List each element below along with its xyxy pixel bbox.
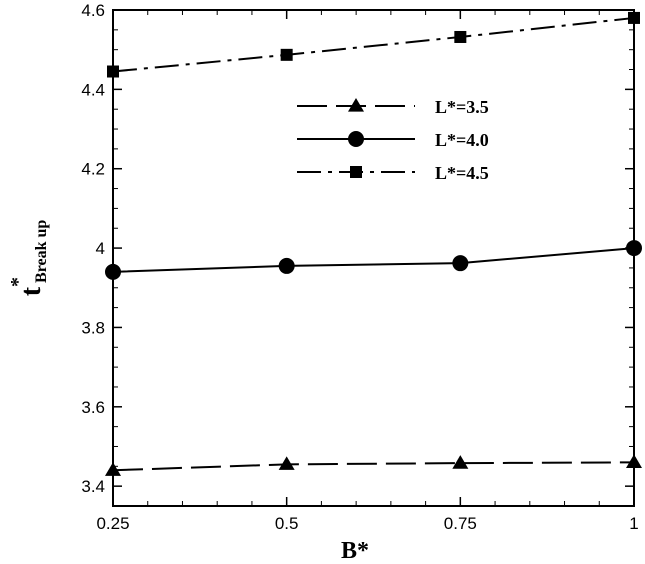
series-circle (105, 240, 642, 280)
series-layer (105, 11, 642, 476)
y-tick-label: 3.4 (81, 477, 105, 496)
series-line (112, 461, 635, 472)
x-tick-label: 0.75 (444, 514, 477, 533)
y-axis-ticks: 3.4 3.6 3.8 4 4.2 4.4 4.6 (81, 1, 634, 496)
legend-label: L*=3.5 (435, 97, 489, 117)
legend-label: L*=4.0 (435, 130, 489, 150)
series-line (112, 16, 635, 73)
legend: L*=3.5 L*=4.0 L*=4.5 (297, 97, 489, 183)
data-point-circle (452, 255, 469, 272)
legend-item: L*=4.0 (297, 130, 489, 150)
legend-item: L*=3.5 (297, 97, 489, 117)
data-point-circle (105, 263, 121, 280)
x-tick-label: 0.5 (275, 514, 299, 533)
series-square (107, 11, 640, 78)
data-point-square (280, 48, 293, 61)
series-triangle (105, 454, 642, 476)
legend-item: L*=4.5 (297, 163, 489, 183)
x-axis-title: B* (341, 538, 369, 564)
legend-label: L*=4.5 (435, 163, 489, 183)
data-point-triangle (105, 462, 121, 476)
legend-marker-square (350, 166, 362, 178)
data-point-triangle (626, 454, 642, 468)
series-line (112, 247, 635, 273)
data-point-square (454, 30, 467, 43)
y-tick-label: 3.8 (81, 318, 105, 337)
data-point-triangle (278, 456, 295, 470)
y-tick-label: 4 (96, 239, 105, 258)
data-point-triangle (452, 455, 469, 469)
y-axis-title-superscript: * (7, 277, 29, 287)
plot-area-frame (112, 9, 635, 507)
y-axis-title-base: t (16, 286, 47, 296)
y-axis-title-subscript: Break up (33, 220, 50, 283)
legend-marker-triangle (348, 98, 364, 112)
x-tick-label: 0.25 (96, 514, 129, 533)
x-tick-label: 1 (629, 514, 638, 533)
y-tick-label: 4.6 (81, 1, 105, 20)
y-tick-label: 4.4 (81, 80, 105, 99)
y-tick-label: 4.2 (81, 160, 105, 179)
data-point-circle (626, 240, 642, 257)
x-axis-ticks: 0.25 0.5 0.75 1 (96, 10, 639, 533)
data-point-circle (278, 257, 295, 274)
y-tick-label: 3.6 (81, 398, 105, 417)
data-point-square (628, 11, 640, 24)
y-axis-title: t* Break up (7, 220, 50, 297)
data-point-square (107, 65, 119, 78)
legend-marker-circle (348, 131, 364, 147)
